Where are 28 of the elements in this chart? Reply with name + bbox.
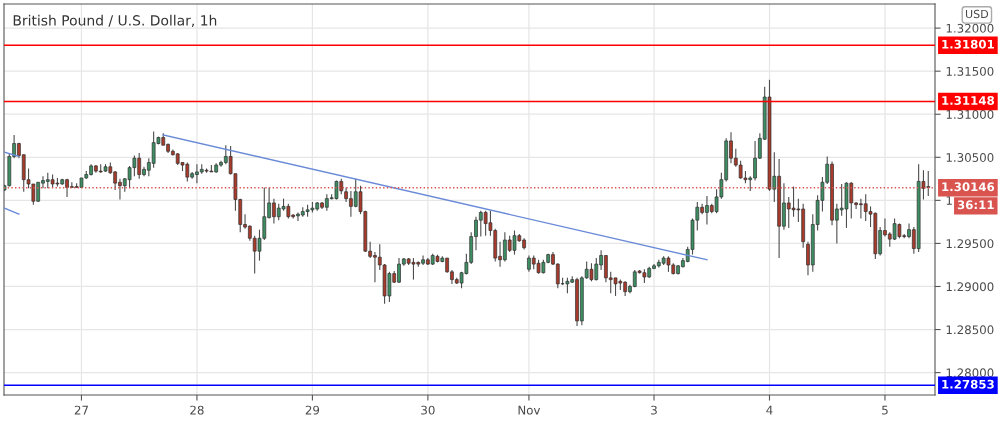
text: 36:11 (957, 200, 994, 210)
x-tick-label: 29 (305, 405, 320, 415)
text: British Pound / U.S. Dollar, 1h (13, 14, 217, 28)
ref-line-label: 1.31148 (942, 95, 995, 105)
text: USD (965, 9, 989, 19)
x-tick-label: Nov (518, 405, 541, 415)
ref-line-label: 1.30146 (942, 182, 995, 192)
x-tick-label: 30 (421, 405, 435, 415)
y-tick-label: 1.31500 (946, 66, 994, 76)
x-tick-label: 28 (190, 405, 204, 415)
y-tick-label: 1.30500 (946, 153, 994, 162)
x-tick-label: 4 (766, 405, 773, 415)
candlestick (512, 229, 517, 256)
candlestick (589, 262, 594, 282)
y-tick-label: 1.31000 (946, 109, 994, 119)
y-tick-label: 1 (946, 196, 952, 205)
ref-line-label: 1.31801 (942, 39, 994, 49)
ref-line-label: 1.27853 (942, 379, 994, 389)
x-tick-label: 3 (651, 405, 657, 415)
candlestick (613, 277, 618, 297)
y-tick-label: 1.29500 (946, 239, 994, 249)
y-tick-label: 1.32000 (946, 23, 994, 33)
y-tick-label: 1.28000 (946, 368, 994, 378)
candlestick (791, 186, 796, 218)
y-tick-label: 1.29000 (946, 282, 994, 292)
y-tick-label: 1.28500 (946, 325, 994, 335)
x-tick-label: 5 (882, 405, 888, 415)
x-tick-label: 27 (74, 405, 88, 415)
